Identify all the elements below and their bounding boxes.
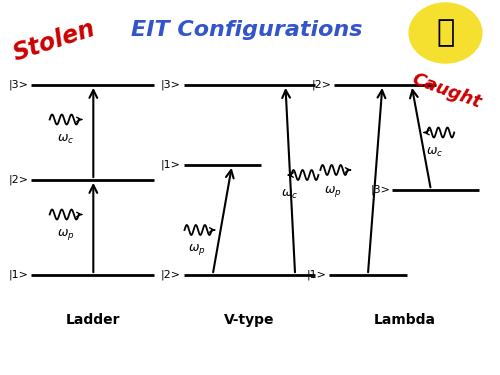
Text: |3>: |3>: [370, 185, 390, 195]
Text: |2>: |2>: [160, 270, 180, 280]
Text: $\omega_p$: $\omega_p$: [58, 228, 75, 243]
Text: |1>: |1>: [8, 270, 28, 280]
Text: |3>: |3>: [161, 80, 180, 90]
Text: Stolen: Stolen: [10, 17, 99, 66]
Text: V-type: V-type: [224, 313, 274, 327]
Text: Ladder: Ladder: [66, 313, 120, 327]
Text: Caught: Caught: [410, 70, 484, 112]
Ellipse shape: [409, 3, 482, 63]
Text: Lambda: Lambda: [374, 313, 436, 327]
Text: |1>: |1>: [161, 160, 180, 170]
Text: $\omega_c$: $\omega_c$: [280, 188, 297, 201]
Text: |3>: |3>: [8, 80, 28, 90]
Text: EIT Configurations: EIT Configurations: [131, 20, 362, 40]
Text: $\omega_p$: $\omega_p$: [188, 242, 206, 257]
Text: 🕵: 🕵: [436, 18, 454, 48]
Text: $\omega_c$: $\omega_c$: [58, 132, 74, 146]
Text: |2>: |2>: [312, 80, 332, 90]
Text: $\omega_p$: $\omega_p$: [324, 184, 342, 199]
Text: |2>: |2>: [8, 175, 28, 185]
Text: $\omega_c$: $\omega_c$: [426, 146, 443, 159]
Text: |1>: |1>: [306, 270, 326, 280]
